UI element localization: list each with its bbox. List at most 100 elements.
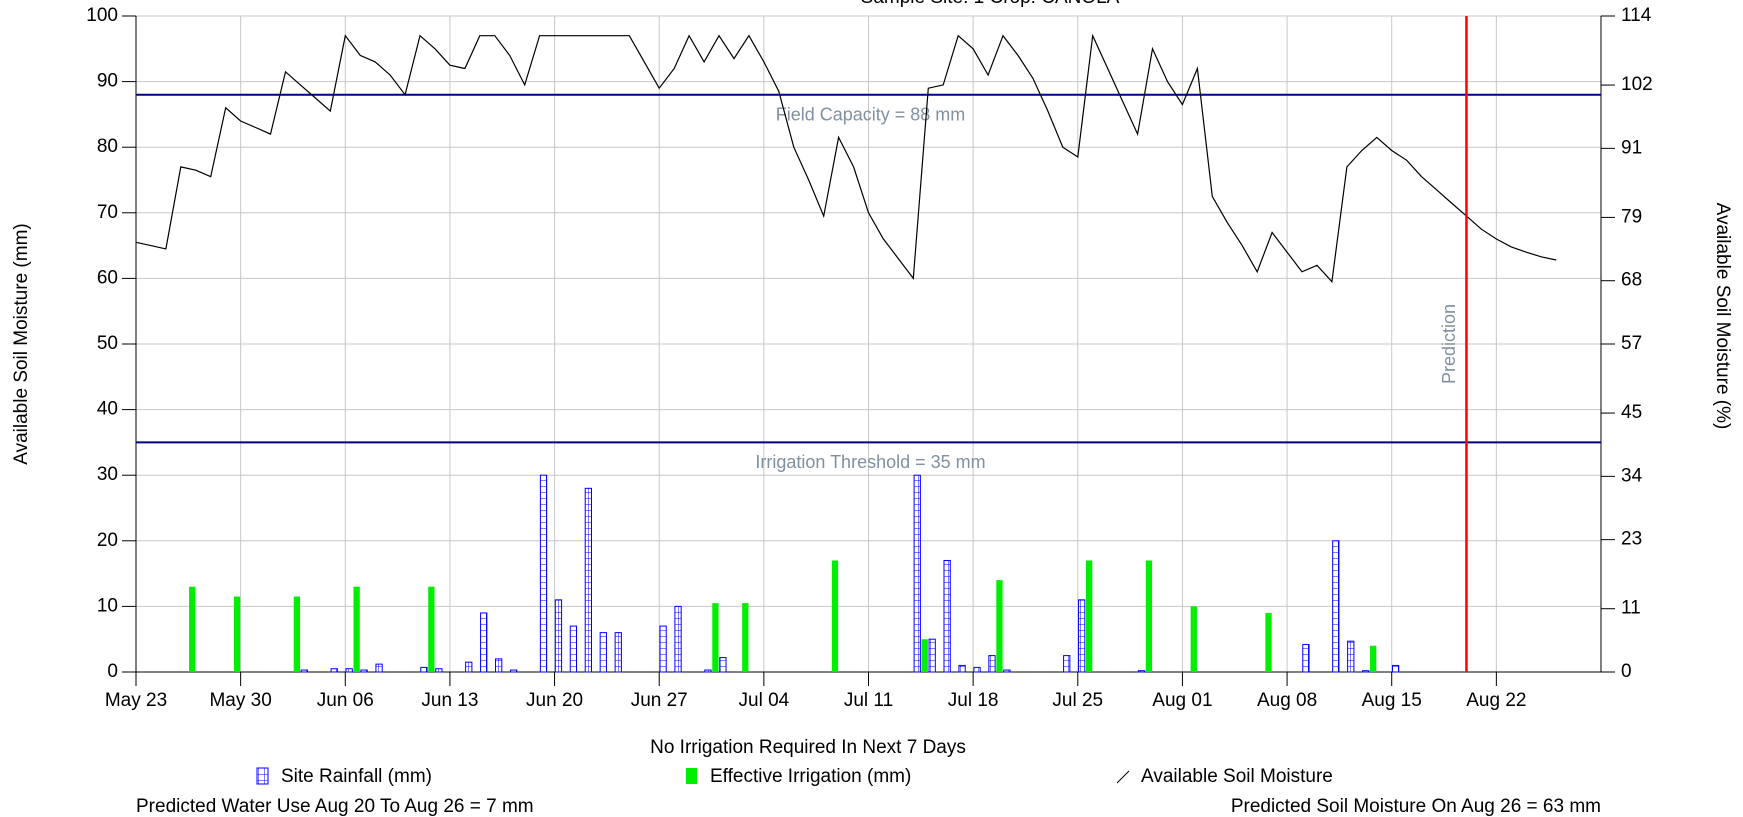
irrigation-bar <box>712 603 719 672</box>
x-tick-label: May 23 <box>105 690 167 711</box>
irrigation-bar <box>353 586 360 672</box>
irrigation-bar <box>921 639 928 672</box>
rainfall-bar <box>1302 643 1310 673</box>
rainfall-bar <box>973 666 981 673</box>
rainfall-bar <box>360 669 368 673</box>
x-tick-label: May 30 <box>209 690 271 711</box>
status-text: No Irrigation Required In Next 7 Days <box>650 737 966 758</box>
y-tick-label: 10 <box>97 595 118 616</box>
rainfall-bar <box>1332 540 1340 673</box>
x-tick-label: Jun 27 <box>631 690 688 711</box>
y2-tick-label: 57 <box>1621 333 1642 354</box>
footer-left: Predicted Water Use Aug 20 To Aug 26 = 7… <box>136 796 534 817</box>
rainfall-bar <box>1391 664 1400 673</box>
rainfall-bar <box>465 661 473 673</box>
x-tick-label: Jul 11 <box>844 690 893 711</box>
irrigation-bar <box>1265 612 1272 672</box>
legend-label: Site Rainfall (mm) <box>281 766 432 787</box>
irrigation-bar <box>233 596 241 672</box>
rainfall-bar <box>375 663 383 673</box>
x-tick-label: Jul 04 <box>739 690 790 711</box>
rainfall-bar <box>300 669 308 673</box>
legend-label: Effective Irrigation (mm) <box>710 766 911 787</box>
y-tick-label: 70 <box>97 202 118 223</box>
irrigation-bar <box>189 586 196 672</box>
irrigation-bar <box>293 596 300 672</box>
y2-tick-label: 11 <box>1621 598 1641 619</box>
rainfall-bar <box>539 474 548 673</box>
x-tick-label: Jun 20 <box>526 690 583 711</box>
rainfall-bar <box>330 668 338 673</box>
rainfall-bar <box>599 632 607 673</box>
rainfall-bar <box>1003 669 1011 673</box>
rainfall-bar <box>614 632 622 673</box>
y2-tick-label: 68 <box>1621 270 1642 291</box>
rainfall-bar <box>569 625 578 673</box>
irrigation-bar <box>1370 645 1377 672</box>
x-tick-label: Aug 08 <box>1257 690 1317 711</box>
y-tick-label: 100 <box>86 5 118 26</box>
rainfall-bar <box>913 474 921 673</box>
y2-tick-label: 0 <box>1621 661 1632 682</box>
rainfall-bar <box>480 612 488 673</box>
rainfall-bar <box>988 655 996 673</box>
rainfall-bar <box>659 625 667 673</box>
reference-label: Irrigation Threshold = 35 mm <box>755 452 985 472</box>
rainfall-bar <box>435 668 443 673</box>
soil-moisture-line <box>135 33 1557 284</box>
rainfall-bar <box>674 605 682 673</box>
irrigation-bar <box>742 603 749 672</box>
rainfall-bar <box>928 638 936 673</box>
x-tick-label: Aug 22 <box>1466 690 1526 711</box>
y-tick-label: 50 <box>97 333 118 354</box>
x-tick-label: Jun 06 <box>317 690 374 711</box>
rainfall-bar <box>509 669 518 673</box>
x-tick-label: Jun 13 <box>421 690 478 711</box>
y2-tick-label: 114 <box>1621 5 1652 26</box>
x-tick-label: Aug 15 <box>1362 690 1422 711</box>
legend-label: Available Soil Moisture <box>1141 766 1333 787</box>
rainfall-bar <box>1137 670 1146 673</box>
prediction-label: Prediction <box>1439 304 1459 384</box>
x-tick-label: Aug 01 <box>1152 690 1212 711</box>
irrigation-bar <box>1190 606 1197 672</box>
y-tick-label: 60 <box>97 267 118 288</box>
y-tick-label: 80 <box>97 136 118 157</box>
y2-axis-title: Available Soil Moisture (%) <box>1712 203 1733 430</box>
rainfall-bar <box>420 666 428 673</box>
irrigation-bar <box>428 586 435 672</box>
y-axis-title: Available Soil Moisture (mm) <box>11 223 32 464</box>
rainfall-bar <box>1347 640 1355 673</box>
y2-tick-label: 102 <box>1621 74 1653 95</box>
rainfall-bar <box>704 669 712 673</box>
rainfall-bar <box>943 559 951 673</box>
rainfall-bar <box>554 599 563 673</box>
y-tick-label: 40 <box>97 399 118 420</box>
rainfall-bar <box>1063 655 1071 673</box>
footer-right: Predicted Soil Moisture On Aug 26 = 63 m… <box>1231 796 1601 817</box>
y2-tick-label: 23 <box>1621 529 1642 550</box>
irrigation-bar <box>996 580 1003 672</box>
y-tick-label: 0 <box>107 661 118 682</box>
y2-tick-label: 45 <box>1621 402 1642 423</box>
y-tick-label: 20 <box>97 530 118 551</box>
x-tick-label: Jul 18 <box>948 690 999 711</box>
rainfall-bar <box>584 487 592 673</box>
x-tick-label: Jul 25 <box>1052 690 1103 711</box>
y2-tick-label: 79 <box>1621 206 1642 227</box>
subtitle: Sample Site: 1 Crop: CANOLA <box>861 0 1120 8</box>
reference-label: Field Capacity = 88 mm <box>776 104 966 124</box>
y-tick-label: 90 <box>97 71 118 92</box>
y2-tick-label: 91 <box>1621 137 1642 158</box>
legend-swatch <box>686 768 697 784</box>
rainfall-bar <box>345 668 353 673</box>
legend-swatch <box>1116 770 1130 784</box>
rainfall-bar <box>1362 670 1370 673</box>
rainfall-bar <box>958 664 966 673</box>
rainfall-bar <box>1078 599 1086 673</box>
irrigation-bar <box>1145 560 1153 672</box>
legend-swatch <box>256 767 269 785</box>
y-tick-label: 30 <box>97 464 118 485</box>
irrigation-bar <box>831 560 839 672</box>
